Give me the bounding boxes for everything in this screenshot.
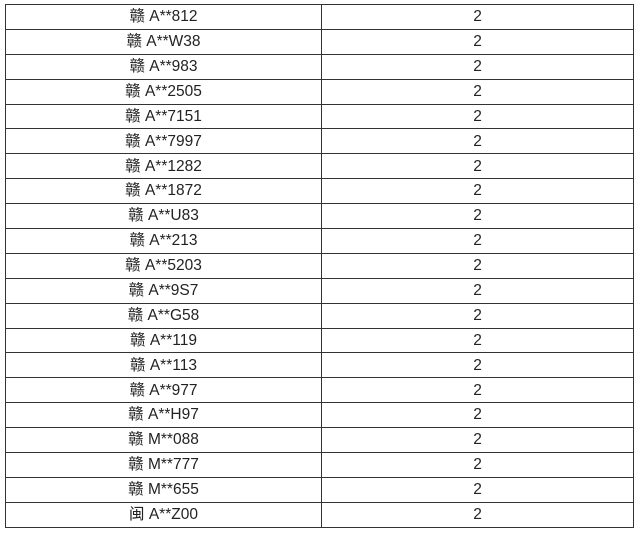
count-cell: 2 (321, 427, 634, 454)
plate-cell: 闽 A**Z00 (5, 501, 322, 528)
count-cell: 2 (321, 103, 634, 130)
count-cell: 2 (321, 352, 634, 379)
count-cell: 2 (321, 452, 634, 478)
plate-cell: 赣 A**7997 (5, 128, 322, 155)
table-row: 赣 A**7997 2 (5, 128, 634, 155)
count-cell: 2 (321, 4, 634, 30)
count-cell: 2 (321, 252, 634, 279)
plate-cell: 赣 A**5203 (5, 252, 322, 279)
plate-cell: 赣 M**655 (5, 476, 322, 503)
plate-cell: 赣 A**812 (5, 4, 322, 30)
plate-cell: 赣 A**9S7 (5, 277, 322, 304)
table-row: 赣 M**088 2 (5, 427, 634, 454)
count-cell: 2 (321, 178, 634, 205)
plate-cell: 赣 A**1872 (5, 178, 322, 205)
table-row: 赣 A**1872 2 (5, 178, 634, 205)
count-cell: 2 (321, 501, 634, 528)
plate-cell: 赣 A**983 (5, 53, 322, 80)
table-row: 赣 M**655 2 (5, 476, 634, 503)
count-cell: 2 (321, 476, 634, 503)
table-row: 赣 A**G58 2 (5, 302, 634, 329)
count-cell: 2 (321, 228, 634, 254)
table-row: 赣 A**5203 2 (5, 252, 634, 279)
table-row: 赣 M**777 2 (5, 452, 634, 478)
table-row: 赣 A**1282 2 (5, 153, 634, 180)
count-cell: 2 (321, 28, 634, 55)
table-row: 赣 A**812 2 (5, 4, 634, 30)
table-body: 赣 A**812 2 赣 A**W38 2 赣 A**983 2 赣 A**2505 2 赣 A… (5, 4, 634, 528)
count-cell: 2 (321, 203, 634, 230)
plate-cell: 赣 A**G58 (5, 302, 322, 329)
plate-cell: 赣 A**2505 (5, 78, 322, 105)
count-cell: 2 (321, 277, 634, 304)
table-row: 闽 A**Z00 2 (5, 501, 634, 528)
plate-cell: 赣 A**977 (5, 377, 322, 404)
plate-cell: 赣 M**088 (5, 427, 322, 454)
table-row: 赣 A**H97 2 (5, 402, 634, 429)
table-row: 赣 A**119 2 (5, 327, 634, 354)
count-cell: 2 (321, 327, 634, 354)
plate-table: 赣 A**812 2 赣 A**W38 2 赣 A**983 2 赣 A**2505 2 赣 A… (5, 4, 634, 528)
table-row: 赣 A**983 2 (5, 53, 634, 80)
count-cell: 2 (321, 153, 634, 180)
table-row: 赣 A**7151 2 (5, 103, 634, 130)
count-cell: 2 (321, 78, 634, 105)
plate-cell: 赣 A**U83 (5, 203, 322, 230)
table-row: 赣 A**113 2 (5, 352, 634, 379)
count-cell: 2 (321, 402, 634, 429)
table-row: 赣 A**W38 2 (5, 28, 634, 55)
plate-cell: 赣 M**777 (5, 452, 322, 478)
count-cell: 2 (321, 377, 634, 404)
table-row: 赣 A**9S7 2 (5, 277, 634, 304)
count-cell: 2 (321, 302, 634, 329)
count-cell: 2 (321, 53, 634, 80)
table-row: 赣 A**2505 2 (5, 78, 634, 105)
plate-cell: 赣 A**7151 (5, 103, 322, 130)
table-row: 赣 A**977 2 (5, 377, 634, 404)
plate-cell: 赣 A**H97 (5, 402, 322, 429)
plate-cell: 赣 A**1282 (5, 153, 322, 180)
table-row: 赣 A**213 2 (5, 228, 634, 254)
plate-cell: 赣 A**119 (5, 327, 322, 354)
plate-cell: 赣 A**213 (5, 228, 322, 254)
plate-cell: 赣 A**113 (5, 352, 322, 379)
plate-cell: 赣 A**W38 (5, 28, 322, 55)
count-cell: 2 (321, 128, 634, 155)
table-row: 赣 A**U83 2 (5, 203, 634, 230)
